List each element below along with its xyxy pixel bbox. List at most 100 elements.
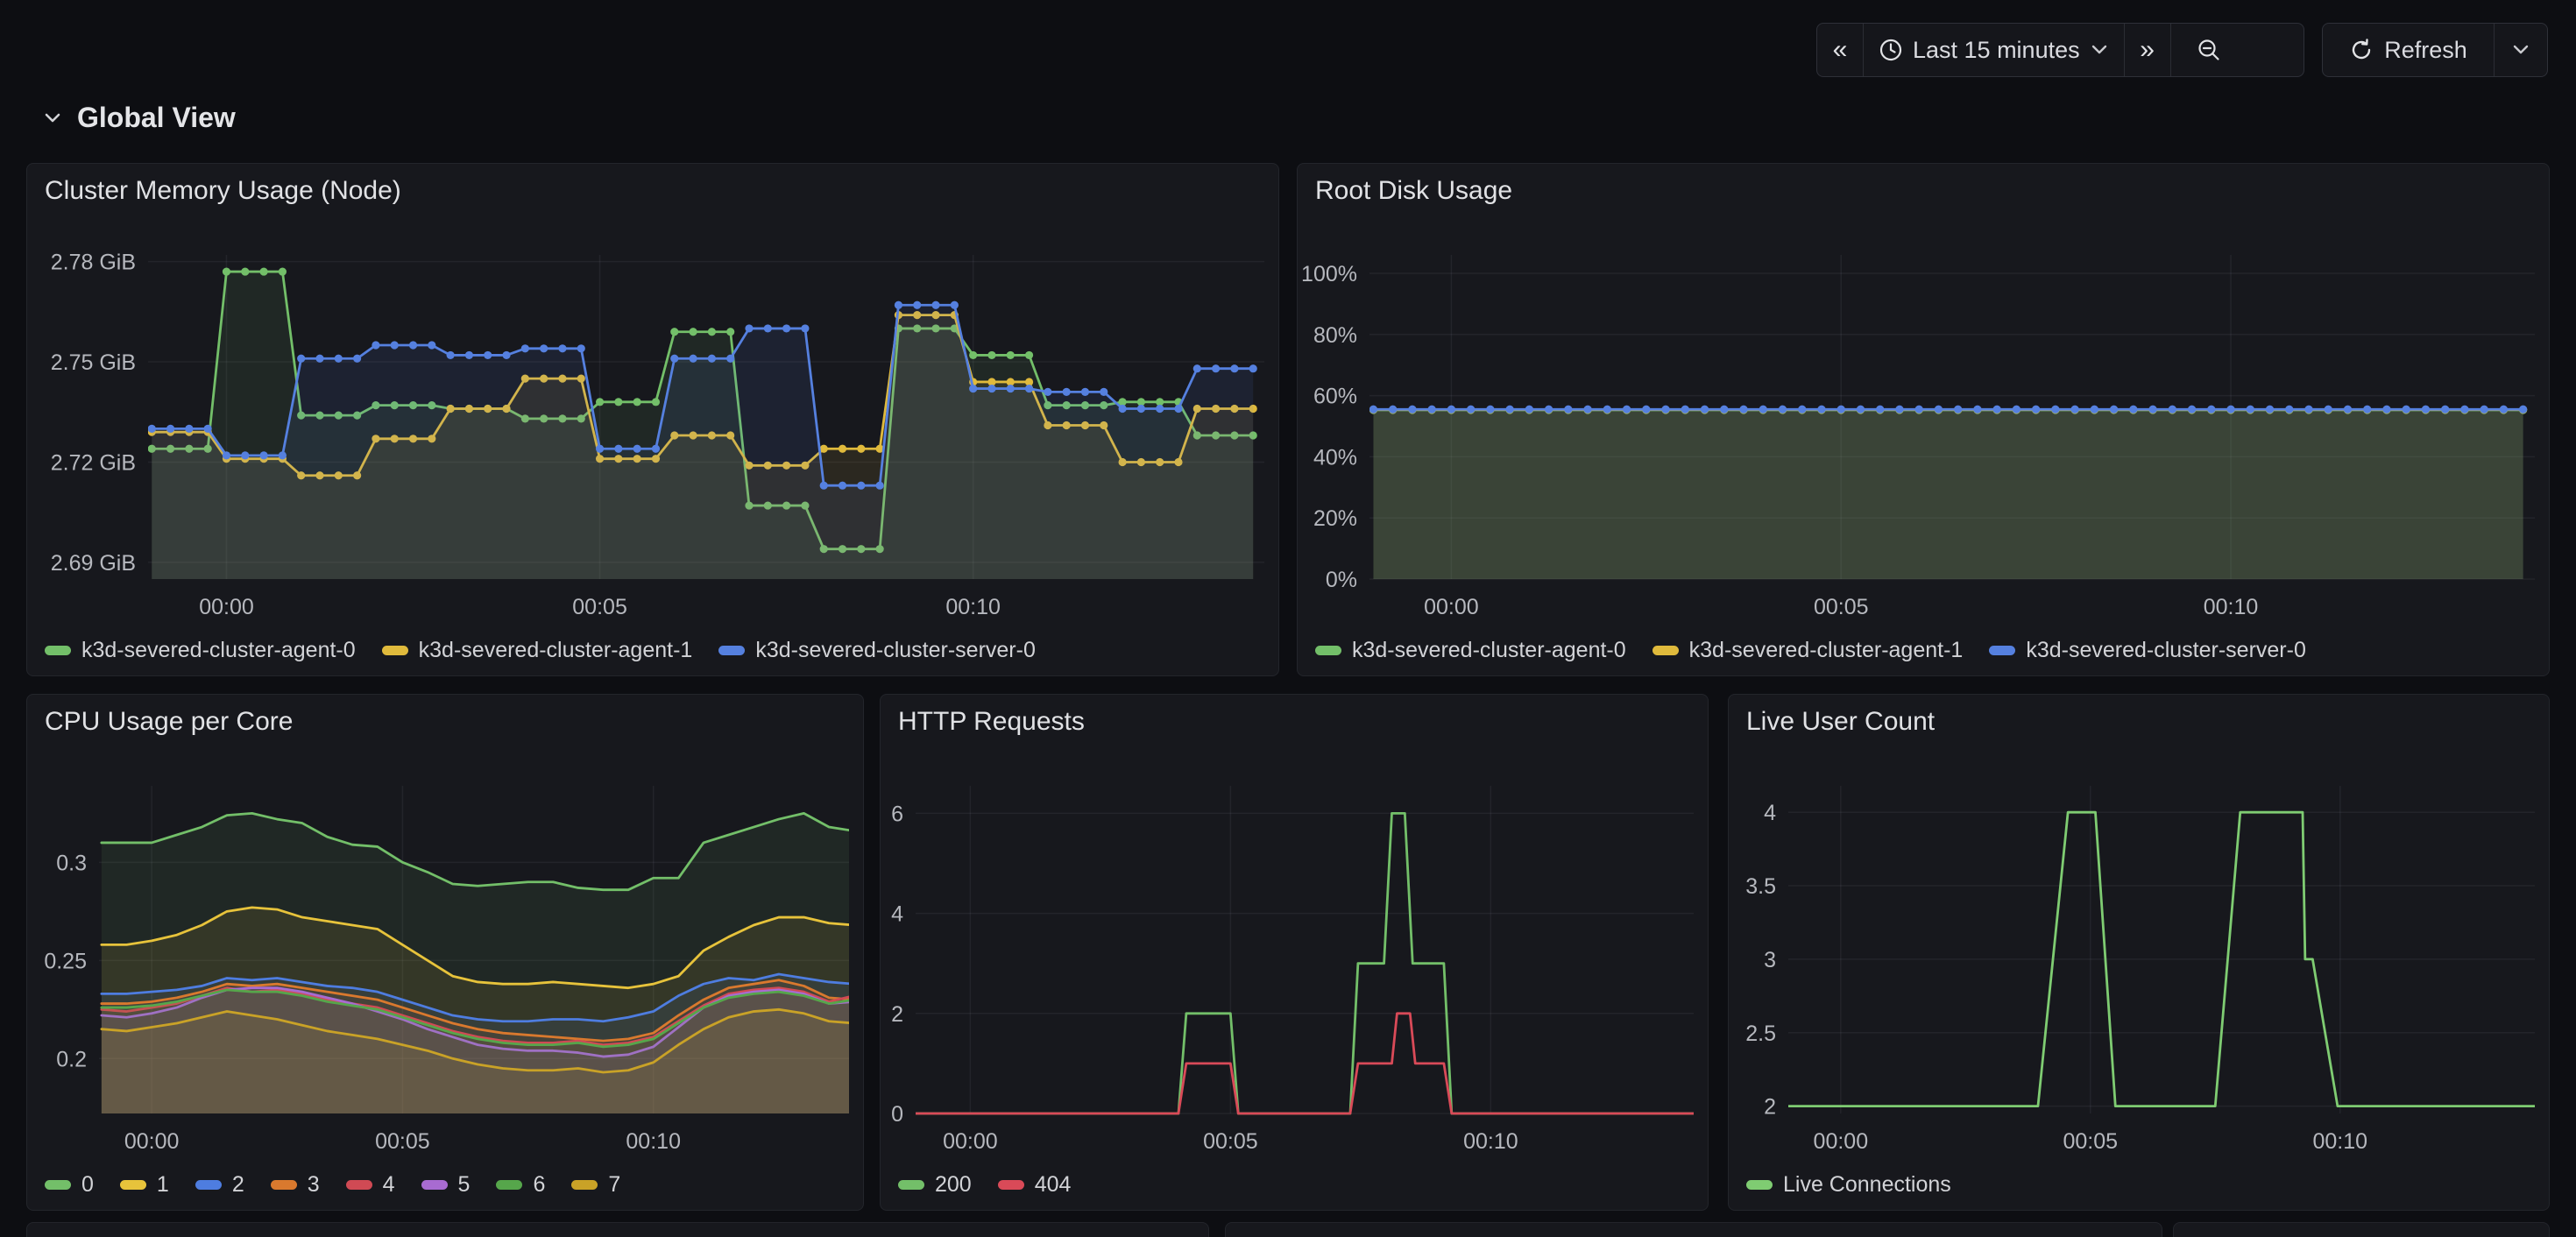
refresh-icon: [2349, 38, 2374, 62]
svg-text:00:00: 00:00: [1814, 1129, 1869, 1154]
dashboard: « Last 15 minutes »: [0, 0, 2576, 1237]
series-color-swatch: [195, 1180, 222, 1190]
svg-text:00:00: 00:00: [199, 595, 254, 619]
refresh-group: Refresh: [2322, 23, 2548, 77]
svg-text:00:05: 00:05: [2063, 1129, 2119, 1154]
legend-item[interactable]: k3d-severed-cluster-agent-0: [45, 638, 356, 663]
zoom-out-time-button[interactable]: [2170, 24, 2247, 76]
panel-title[interactable]: HTTP Requests: [898, 707, 1085, 737]
series-label: 0: [81, 1172, 94, 1198]
live-user-legend: Live Connections: [1746, 1172, 1951, 1198]
series-label: k3d-severed-cluster-agent-1: [1689, 638, 1964, 663]
panel-title[interactable]: CPU Usage per Core: [45, 707, 293, 737]
root-disk-legend: k3d-severed-cluster-agent-0 k3d-severed-c…: [1315, 638, 2306, 663]
panel-title[interactable]: Root Disk Usage: [1315, 176, 1512, 206]
live-user-chart[interactable]: 22.533.5400:0000:0500:10: [1729, 756, 2549, 1163]
svg-text:2.5: 2.5: [1745, 1021, 1776, 1046]
panel-live-user-count: Live User Count 22.533.5400:0000:0500:10…: [1728, 694, 2550, 1211]
series-label: 3: [308, 1172, 320, 1198]
legend-item[interactable]: k3d-severed-cluster-agent-1: [382, 638, 693, 663]
refresh-button[interactable]: Refresh: [2323, 24, 2494, 76]
series-color-swatch: [718, 646, 745, 655]
root-disk-chart[interactable]: 0%20%40%60%80%100%00:0000:0500:10: [1298, 225, 2549, 628]
series-label: k3d-severed-cluster-server-0: [755, 638, 1036, 663]
series-color-swatch: [898, 1180, 924, 1190]
legend-item[interactable]: 404: [998, 1172, 1072, 1198]
svg-text:00:10: 00:10: [1463, 1129, 1518, 1154]
series-color-swatch: [1315, 646, 1341, 655]
svg-text:00:05: 00:05: [375, 1129, 430, 1154]
svg-text:00:10: 00:10: [2204, 595, 2259, 619]
double-chevron-left-icon: «: [1833, 37, 1848, 63]
svg-text:00:05: 00:05: [1814, 595, 1869, 619]
svg-text:0.25: 0.25: [44, 949, 87, 973]
legend-item[interactable]: Live Connections: [1746, 1172, 1951, 1198]
panel-cluster-memory: Cluster Memory Usage (Node) 2.69 GiB 2.72…: [26, 163, 1279, 676]
series-color-swatch: [1989, 646, 2015, 655]
legend-item[interactable]: 2: [195, 1172, 244, 1198]
panel-bottom-left: [26, 1222, 1209, 1237]
series-label: k3d-severed-cluster-server-0: [2026, 638, 2306, 663]
svg-text:0%: 0%: [1326, 568, 1357, 592]
series-color-swatch: [998, 1180, 1024, 1190]
memory-chart[interactable]: 2.69 GiB2.72 GiB2.75 GiB2.78 GiB00:0000:…: [27, 225, 1278, 628]
svg-text:00:10: 00:10: [2312, 1129, 2367, 1154]
panel-cpu-per-core: CPU Usage per Core 0.2 0.25 0.3 00:00 00:05 0…: [26, 694, 864, 1211]
legend-item[interactable]: k3d-severed-cluster-server-0: [1989, 638, 2306, 663]
series-label: 6: [533, 1172, 545, 1198]
svg-text:2.72 GiB: 2.72 GiB: [51, 450, 136, 475]
panel-title[interactable]: Cluster Memory Usage (Node): [45, 176, 401, 206]
svg-text:4: 4: [891, 902, 903, 927]
legend-item[interactable]: 7: [571, 1172, 620, 1198]
svg-text:0.3: 0.3: [56, 851, 87, 875]
legend-item[interactable]: 1: [120, 1172, 169, 1198]
time-range-picker-button[interactable]: Last 15 minutes: [1863, 24, 2124, 76]
panel-title[interactable]: Live User Count: [1746, 707, 1935, 737]
series-label: Live Connections: [1783, 1172, 1951, 1198]
svg-text:00:00: 00:00: [124, 1129, 180, 1154]
panel-bottom-right: [2173, 1222, 2550, 1237]
series-color-swatch: [45, 1180, 71, 1190]
magnifier-minus-icon: [2197, 38, 2221, 62]
series-label: 1: [157, 1172, 169, 1198]
series-color-swatch: [496, 1180, 522, 1190]
legend-item[interactable]: k3d-severed-cluster-server-0: [718, 638, 1036, 663]
svg-text:2.69 GiB: 2.69 GiB: [51, 551, 136, 576]
series-color-swatch: [421, 1180, 448, 1190]
svg-text:00:05: 00:05: [1203, 1129, 1258, 1154]
svg-text:00:00: 00:00: [943, 1129, 998, 1154]
svg-text:2: 2: [1764, 1095, 1776, 1120]
svg-text:2.75 GiB: 2.75 GiB: [51, 350, 136, 375]
row-global-view-toggle[interactable]: Global View: [42, 102, 236, 134]
panel-root-disk: Root Disk Usage 0%20%40%60%80%100%00:000…: [1297, 163, 2550, 676]
panel-http-requests: HTTP Requests 024600:0000:0500:10 200404: [880, 694, 1709, 1211]
svg-text:0: 0: [891, 1102, 903, 1127]
svg-text:0.2: 0.2: [56, 1047, 87, 1071]
legend-item[interactable]: k3d-severed-cluster-agent-1: [1652, 638, 1964, 663]
legend-item[interactable]: 200: [898, 1172, 972, 1198]
legend-item[interactable]: 6: [496, 1172, 545, 1198]
cpu-legend: 0 12 3 4 5 67: [45, 1172, 620, 1198]
series-color-swatch: [346, 1180, 372, 1190]
double-chevron-right-icon: »: [2140, 37, 2155, 63]
time-shift-back-button[interactable]: «: [1817, 24, 1863, 76]
svg-text:80%: 80%: [1313, 323, 1357, 348]
legend-item[interactable]: 4: [346, 1172, 395, 1198]
http-requests-chart[interactable]: 024600:0000:0500:10: [881, 756, 1708, 1163]
chevron-down-icon: [2091, 44, 2108, 56]
legend-item[interactable]: 3: [271, 1172, 320, 1198]
series-label: 4: [383, 1172, 395, 1198]
time-shift-forward-button[interactable]: »: [2124, 24, 2170, 76]
refresh-interval-dropdown[interactable]: [2494, 24, 2547, 76]
svg-text:40%: 40%: [1313, 445, 1357, 470]
series-color-swatch: [1652, 646, 1679, 655]
legend-item[interactable]: 5: [421, 1172, 471, 1198]
series-color-swatch: [45, 646, 71, 655]
cpu-chart[interactable]: 0.20.250.300:0000:0500:10: [27, 756, 863, 1163]
series-color-swatch: [571, 1180, 598, 1190]
legend-item[interactable]: 0: [45, 1172, 94, 1198]
series-label: 5: [458, 1172, 471, 1198]
svg-text:3.5: 3.5: [1745, 874, 1776, 899]
series-label: k3d-severed-cluster-agent-1: [419, 638, 693, 663]
legend-item[interactable]: k3d-severed-cluster-agent-0: [1315, 638, 1626, 663]
